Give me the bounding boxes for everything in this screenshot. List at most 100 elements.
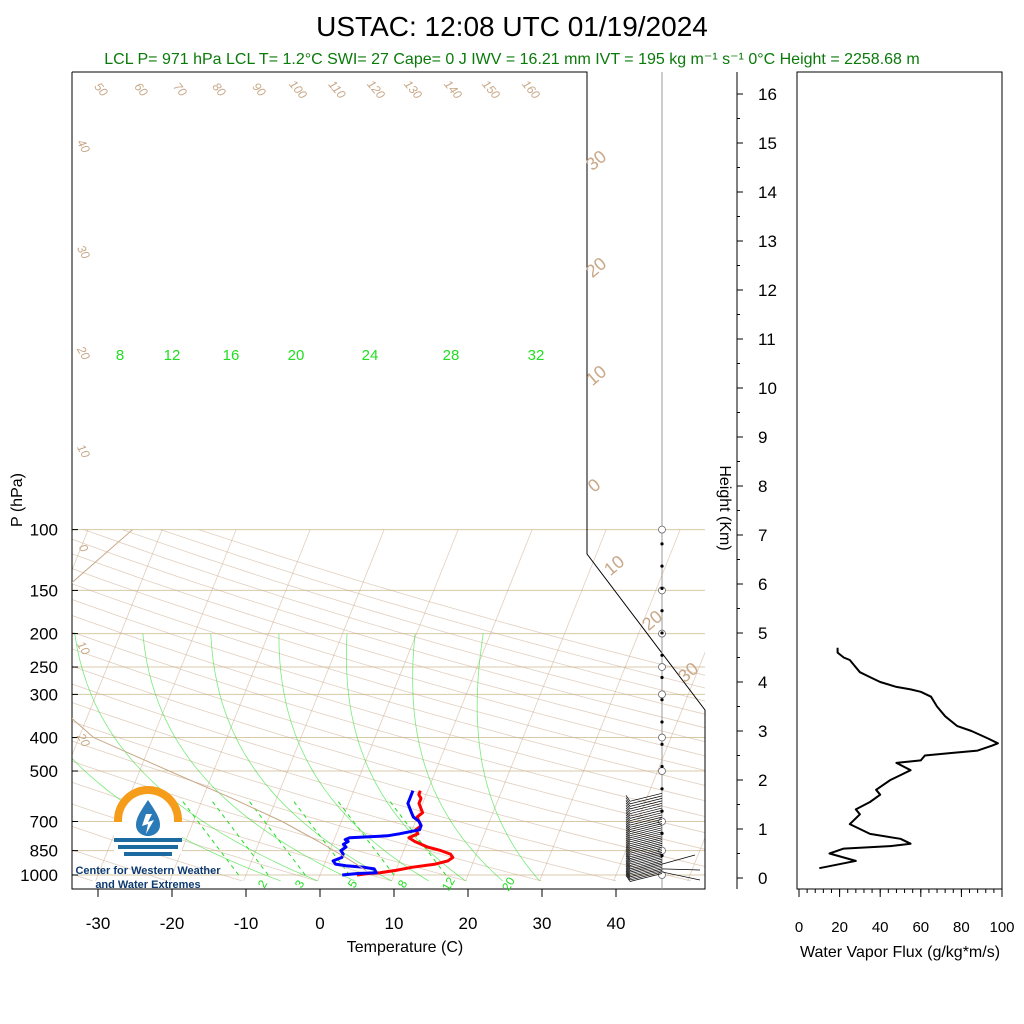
level-marker [658, 767, 666, 775]
wind-barb-flag [625, 870, 631, 878]
pressure-tick-label: 200 [30, 625, 58, 644]
wind-barb-shaft [629, 839, 663, 848]
dry-adiabat-line [72, 825, 243, 882]
wind-barb-shaft [629, 831, 663, 841]
level-marker [658, 871, 666, 879]
wind-barb-shaft [629, 802, 663, 812]
logo-bolt-icon [142, 814, 154, 834]
temperature-tick-label: -20 [160, 914, 185, 933]
mixing-ratio-label: 3 [292, 877, 308, 890]
wind-barb-shaft [629, 865, 663, 875]
isotherm-line [539, 529, 681, 882]
temperature-tick-label: 30 [533, 914, 552, 933]
wind-barb-shaft [629, 800, 663, 810]
wind-barb-flag [625, 821, 631, 828]
wind-barb-flag [625, 805, 631, 812]
height-tick-label: 9 [758, 428, 767, 447]
chart-subtitle: LCL P= 971 hPa LCL T= 1.2°C SWI= 27 Cape… [104, 51, 919, 68]
flux-axis: 0 20 40 60 80 100 [795, 889, 1015, 936]
wind-barb-flag [625, 867, 631, 874]
theta-label: 160 [519, 77, 543, 102]
dry-adiabat-line [72, 665, 705, 850]
wind-barb-shaft [629, 870, 663, 879]
pressure-tick-label: 500 [30, 762, 58, 781]
wind-barb-shaft [629, 848, 663, 858]
temperature-tick-label: 40 [607, 914, 626, 933]
temperature-tick-label: 0 [315, 914, 324, 933]
height-tick-label: 13 [758, 232, 777, 251]
level-marker [658, 663, 666, 671]
level-marker [658, 525, 666, 534]
level-dot [660, 720, 664, 724]
theta-label: 50 [91, 80, 111, 99]
wind-barb-shaft [629, 810, 663, 819]
pressure-tick-label: 700 [30, 812, 58, 831]
theta-label: 110 [326, 78, 349, 102]
isotherm-line [613, 651, 705, 882]
isotherm-label-right: 30 [582, 146, 610, 174]
wind-barb-flag [625, 847, 631, 854]
chart-title: USTAC: 12:08 UTC 01/19/2024 [316, 11, 708, 42]
isotherm-label-left: 10 [74, 639, 93, 658]
pressure-tick-label: 300 [30, 685, 58, 704]
wind-barb-flag [625, 825, 631, 832]
level-dot [660, 564, 664, 568]
level-dot [660, 542, 664, 546]
height-tick-label: 2 [758, 771, 767, 790]
wind-barb-flag [625, 872, 631, 879]
wind-barb-flag [625, 800, 631, 807]
wind-barb-shaft [629, 841, 663, 850]
mixing-ratio-line [209, 798, 269, 876]
wind-barb-shaft [629, 850, 663, 859]
flux-panel-frame [796, 71, 1003, 890]
isotherm-line [391, 529, 533, 882]
mixing-ratio-labels: 8 12 16 20 24 28 32 2 3 5 8 12 20 [116, 347, 545, 893]
wind-barb-flag [625, 841, 631, 848]
dry-adiabat-line [72, 599, 705, 786]
height-tick-label: 7 [758, 526, 767, 545]
mixing-ratio-label: 32 [528, 347, 545, 364]
dry-adiabat-line [72, 740, 542, 882]
isotherm-line [243, 529, 385, 882]
wind-barb-flag [625, 818, 631, 826]
isotherm-line [762, 530, 903, 881]
mixing-ratio-label: 24 [362, 347, 379, 364]
wind-barb-shaft [629, 829, 663, 839]
isotherm-label-left: 30 [74, 243, 93, 262]
mixing-ratio-label: 2 [255, 877, 271, 890]
level-dot [660, 675, 664, 680]
wind-barb-flag [625, 873, 631, 881]
level-dot [660, 586, 664, 591]
isotherm-label-left: 40 [74, 137, 93, 156]
moist-adiabat-line [142, 633, 355, 882]
mixing-ratio-line [291, 798, 350, 876]
wind-barb-shaft [629, 837, 663, 847]
flux-tick-label: 40 [872, 919, 889, 936]
mixing-ratio-line [246, 798, 306, 876]
wind-barb-shaft [629, 855, 663, 865]
wind-barb-flag [625, 861, 631, 868]
pressure-tick-label: 150 [30, 581, 58, 600]
wind-barb-shaft [629, 846, 663, 856]
pressure-tick-label: 400 [30, 729, 58, 748]
wind-barb-flag [625, 816, 631, 824]
temperature-axis-label: Temperature (C) [347, 939, 463, 956]
dry-adiabat-line [72, 538, 705, 729]
skewt-frame [71, 71, 706, 890]
wind-barb-flag [625, 852, 631, 859]
dry-adiabat-line [72, 615, 705, 802]
dry-adiabat-line [72, 849, 168, 882]
moist-adiabat-line [412, 633, 503, 882]
wind-barb-flag [625, 850, 631, 858]
mixing-ratio-label: 20 [499, 874, 518, 893]
dry-adiabat-line [83, 529, 705, 715]
dewpoint-line [331, 790, 423, 877]
isotherm-label-left: 20 [74, 730, 93, 750]
height-tick-label: 8 [758, 477, 767, 496]
height-tick-label: 3 [758, 722, 767, 741]
theta-label: 100 [286, 77, 310, 102]
level-dot [660, 853, 664, 858]
mixing-ratio-label: 8 [116, 347, 124, 364]
